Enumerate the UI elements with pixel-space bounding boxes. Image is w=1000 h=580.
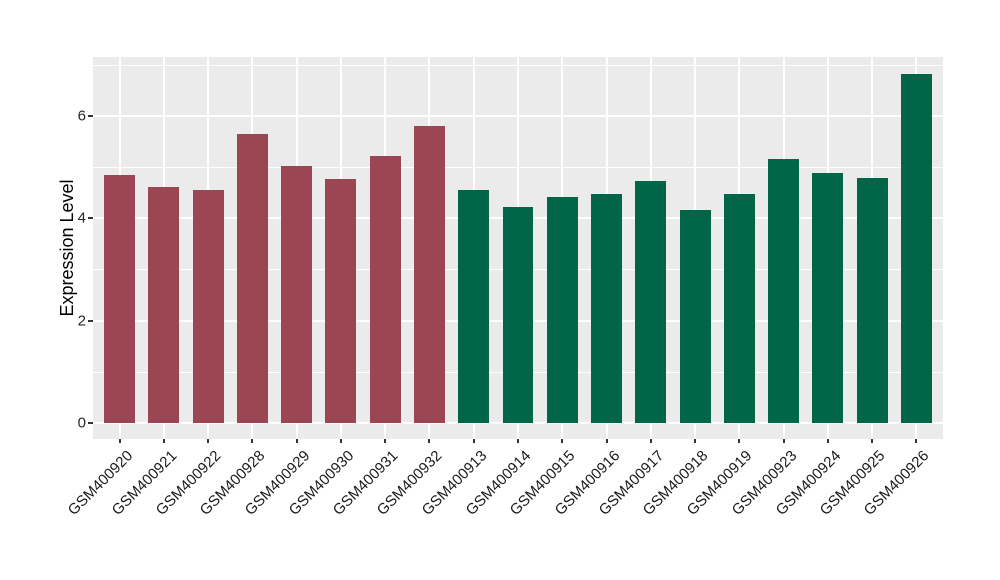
bar-GSM400920: [104, 174, 136, 423]
bar-GSM400928: [236, 134, 268, 423]
bar-GSM400924: [812, 172, 844, 423]
x-tick-mark: [384, 439, 387, 443]
y-major-gridline: [93, 422, 943, 424]
y-tick-label: 4: [77, 209, 86, 227]
x-tick-mark: [428, 439, 431, 443]
y-tick-mark: [88, 217, 93, 220]
bar-GSM400918: [679, 210, 711, 423]
bar-GSM400931: [369, 155, 401, 423]
bar-GSM400913: [458, 190, 490, 423]
x-tick-mark: [871, 439, 874, 443]
x-tick-mark: [472, 439, 475, 443]
bar-GSM400922: [192, 190, 224, 423]
x-tick-mark: [118, 439, 121, 443]
bar-GSM400921: [148, 186, 180, 423]
bar-GSM400919: [723, 193, 755, 423]
y-tick-mark: [88, 422, 93, 424]
plot-panel: [93, 57, 943, 439]
y-tick-mark: [88, 114, 93, 117]
x-tick-mark: [207, 439, 210, 443]
x-tick-mark: [782, 439, 785, 443]
x-tick-mark: [738, 439, 741, 443]
y-major-gridline: [93, 114, 943, 117]
y-minor-gridline: [93, 167, 943, 169]
y-minor-gridline: [93, 64, 943, 66]
bar-GSM400916: [591, 194, 623, 423]
x-tick-mark: [561, 439, 564, 443]
bar-GSM400923: [768, 159, 800, 423]
bar-GSM400925: [856, 178, 888, 423]
x-tick-mark: [295, 439, 298, 443]
bar-GSM400914: [502, 207, 534, 423]
bar-GSM400915: [546, 196, 578, 423]
bar-GSM400926: [900, 74, 932, 423]
y-axis-title-text: Expression Level: [57, 179, 77, 317]
bar-GSM400932: [413, 126, 445, 423]
x-tick-mark: [251, 439, 254, 443]
x-tick-mark: [826, 439, 829, 443]
x-tick-mark: [694, 439, 697, 443]
x-tick-mark: [605, 439, 608, 443]
bar-GSM400930: [325, 178, 357, 423]
y-tick-label: 0: [77, 414, 86, 432]
x-tick-mark: [162, 439, 165, 443]
y-tick-mark: [88, 319, 93, 322]
x-tick-mark: [915, 439, 918, 443]
y-tick-label: 2: [77, 312, 86, 330]
x-tick-mark: [517, 439, 519, 443]
x-tick-mark: [339, 439, 342, 443]
bar-GSM400917: [635, 181, 667, 423]
bar-GSM400929: [281, 166, 313, 423]
x-tick-mark: [649, 439, 652, 443]
y-tick-label: 6: [77, 107, 86, 125]
